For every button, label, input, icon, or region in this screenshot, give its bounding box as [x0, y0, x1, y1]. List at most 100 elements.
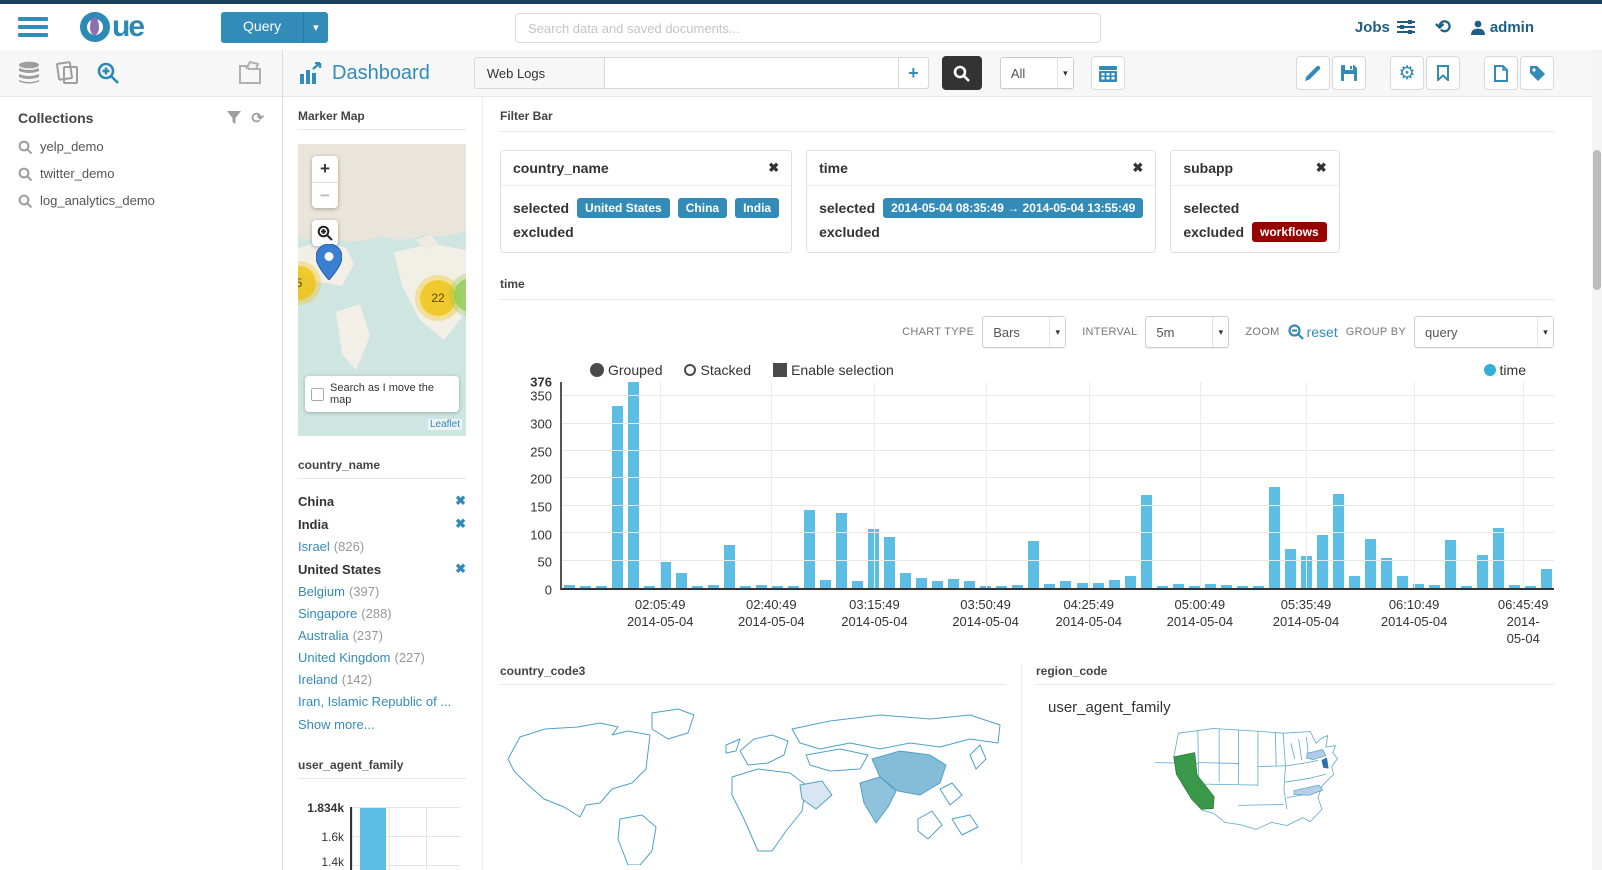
bar[interactable] — [900, 573, 912, 588]
bar[interactable] — [1044, 583, 1056, 588]
bar[interactable] — [628, 382, 640, 588]
bar[interactable] — [916, 577, 928, 588]
filter-chip[interactable]: 2014-05-04 08:35:49 → 2014-05-04 13:55:4… — [883, 198, 1144, 218]
bar[interactable] — [1348, 575, 1360, 588]
bar[interactable] — [1364, 538, 1376, 588]
bar[interactable] — [1476, 555, 1488, 588]
bar[interactable] — [740, 586, 752, 588]
bar[interactable] — [580, 586, 592, 588]
zoom-in-icon[interactable] — [96, 61, 120, 85]
facet-remove-icon[interactable]: ✖ — [455, 516, 466, 531]
bar[interactable] — [1412, 583, 1424, 588]
collection-item[interactable]: yelp_demo — [18, 139, 264, 154]
map-zoom-out-button[interactable]: − — [312, 182, 338, 208]
stacked-radio[interactable]: Stacked — [684, 362, 751, 378]
bar[interactable] — [708, 584, 720, 588]
bar[interactable] — [724, 545, 736, 588]
bar[interactable] — [1428, 584, 1440, 588]
bar[interactable] — [1380, 557, 1392, 588]
map-cluster[interactable]: 2 — [454, 278, 466, 312]
bar[interactable] — [1316, 535, 1328, 588]
facet-item[interactable]: India ✖ — [298, 516, 466, 532]
interval-select[interactable]: 5m ▾ — [1145, 316, 1230, 348]
bar[interactable] — [836, 512, 848, 588]
documents-icon[interactable] — [56, 61, 80, 85]
bar[interactable] — [932, 581, 944, 588]
bar[interactable] — [644, 586, 656, 588]
filter-card-close-icon[interactable]: ✖ — [1315, 160, 1327, 175]
facet-item[interactable]: United States ✖ — [298, 561, 466, 577]
bar[interactable] — [1332, 493, 1344, 588]
bar[interactable] — [788, 586, 800, 588]
bar[interactable] — [360, 808, 386, 870]
add-filter-button[interactable]: + — [898, 57, 929, 89]
region-code-map[interactable] — [1036, 720, 1554, 848]
bar[interactable] — [1092, 582, 1104, 588]
bar[interactable] — [852, 581, 864, 588]
map-zoom-in-button[interactable]: + — [320, 159, 330, 178]
map-cluster[interactable]: 5 — [298, 266, 316, 300]
history-icon[interactable]: ⟲ — [1434, 16, 1451, 38]
edit-button[interactable] — [1296, 56, 1330, 90]
map-search-checkbox[interactable] — [311, 387, 324, 401]
hamburger-menu-icon[interactable] — [18, 17, 48, 37]
marker-map[interactable]: + − 22 5 2 Search as I move the map Leaf… — [298, 144, 466, 436]
facet-item[interactable]: China ✖ — [298, 493, 466, 509]
bar[interactable] — [660, 562, 672, 588]
settings-button[interactable]: ⚙ — [1390, 56, 1424, 90]
filter-icon[interactable] — [227, 111, 242, 125]
bar[interactable] — [1188, 586, 1200, 588]
bar[interactable] — [1060, 581, 1072, 588]
facet-remove-icon[interactable]: ✖ — [455, 561, 466, 576]
filter-chip[interactable]: India — [735, 198, 780, 218]
chart-type-select[interactable]: Bars ▾ — [982, 316, 1067, 348]
query-button-label[interactable]: Query — [221, 11, 304, 43]
facet-item[interactable]: Singapore (288) — [298, 606, 466, 621]
facet-link[interactable]: United Kingdom — [298, 650, 391, 665]
scrollbar[interactable] — [1592, 50, 1602, 870]
bar[interactable] — [1140, 494, 1152, 588]
filter-chip[interactable]: workflows — [1252, 222, 1327, 242]
group-by-select[interactable]: query ▾ — [1414, 316, 1554, 348]
zoom-reset-link[interactable]: reset — [1287, 324, 1338, 340]
bar[interactable] — [1028, 541, 1040, 588]
bar[interactable] — [1460, 586, 1472, 588]
bar[interactable] — [964, 580, 976, 588]
facet-link[interactable]: Belgium — [298, 584, 345, 599]
search-button[interactable] — [941, 56, 982, 90]
time-legend[interactable]: time — [1483, 362, 1526, 378]
database-icon[interactable] — [18, 61, 40, 85]
bar[interactable] — [1524, 586, 1536, 588]
bar[interactable] — [1108, 579, 1120, 588]
bar[interactable] — [996, 586, 1008, 588]
user-menu[interactable]: admin — [1470, 19, 1534, 36]
hue-logo[interactable]: ue — [80, 12, 145, 42]
filter-card-close-icon[interactable]: ✖ — [1132, 160, 1144, 175]
bar[interactable] — [1076, 583, 1088, 588]
bar[interactable] — [1492, 527, 1504, 588]
bar[interactable] — [948, 578, 960, 588]
facet-link[interactable]: Iran, Islamic Republic of ... — [298, 694, 452, 709]
facet-remove-icon[interactable]: ✖ — [455, 493, 466, 508]
dashboard-query-input[interactable] — [604, 65, 898, 81]
bar[interactable] — [1204, 584, 1216, 588]
facet-item[interactable]: Australia (237) — [298, 628, 466, 643]
facet-link[interactable]: Ireland — [298, 672, 338, 687]
bar[interactable] — [1444, 539, 1456, 588]
bar[interactable] — [820, 579, 832, 588]
facet-item[interactable]: Belgium (397) — [298, 584, 466, 599]
query-caret-icon[interactable]: ▾ — [303, 11, 328, 43]
facet-item[interactable]: United Kingdom (227) — [298, 650, 466, 665]
map-cluster[interactable]: 22 — [420, 280, 456, 316]
bar[interactable] — [868, 529, 880, 588]
bar[interactable] — [756, 584, 768, 588]
bar[interactable] — [1252, 586, 1264, 588]
map-magnify-button[interactable] — [312, 220, 338, 246]
bar[interactable] — [1508, 585, 1520, 588]
bar[interactable] — [884, 536, 896, 588]
grouped-radio[interactable]: Grouped — [590, 362, 662, 378]
bar[interactable] — [1156, 585, 1168, 588]
bar[interactable] — [1284, 548, 1296, 588]
calendar-button[interactable] — [1090, 56, 1125, 90]
bar[interactable] — [804, 510, 816, 588]
